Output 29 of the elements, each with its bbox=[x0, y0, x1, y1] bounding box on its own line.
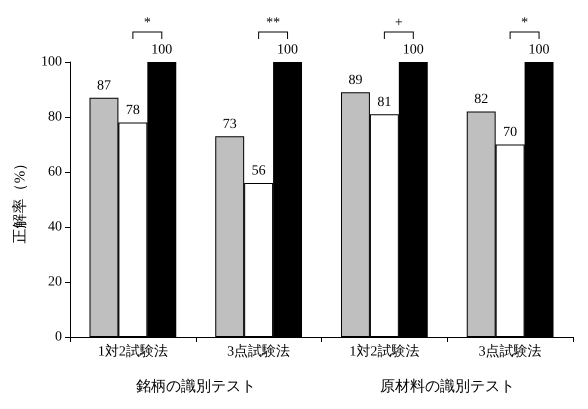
x-tick-label: 3点試験法 bbox=[227, 344, 290, 360]
y-tick-label: 40 bbox=[48, 220, 62, 234]
data-label: 100 bbox=[528, 42, 550, 58]
y-tick-label: 100 bbox=[41, 54, 62, 70]
y-tick-label: 0 bbox=[55, 330, 62, 344]
data-label: 82 bbox=[474, 92, 488, 107]
data-label: 100 bbox=[277, 42, 298, 58]
data-label: 87 bbox=[96, 78, 111, 94]
text: * bbox=[521, 16, 528, 30]
text: ** bbox=[266, 16, 280, 30]
data-label: 78 bbox=[126, 103, 140, 118]
text: 原材料の識別テスト bbox=[380, 378, 515, 395]
y-axis-title: 正解率（%） bbox=[12, 156, 28, 244]
data-label: 73 bbox=[222, 116, 237, 132]
data-label: 70 bbox=[503, 125, 518, 140]
data-label: 100 bbox=[402, 42, 424, 58]
y-tick-label: 60 bbox=[48, 164, 62, 180]
text: * bbox=[144, 16, 151, 30]
y-tick-label: 80 bbox=[48, 110, 62, 124]
data-label: 56 bbox=[252, 164, 266, 178]
data-label: 100 bbox=[151, 42, 172, 58]
x-tick-label: 1対2試験法 bbox=[349, 344, 420, 360]
x-tick-label: 1対2試験法 bbox=[98, 344, 168, 360]
y-tick-label: 20 bbox=[48, 274, 62, 290]
text: 銘柄の識別テスト bbox=[136, 378, 256, 395]
data-label: 81 bbox=[377, 94, 392, 110]
text: + bbox=[394, 16, 403, 30]
x-tick-label: 3点試験法 bbox=[478, 344, 542, 360]
data-label: 89 bbox=[348, 72, 362, 88]
